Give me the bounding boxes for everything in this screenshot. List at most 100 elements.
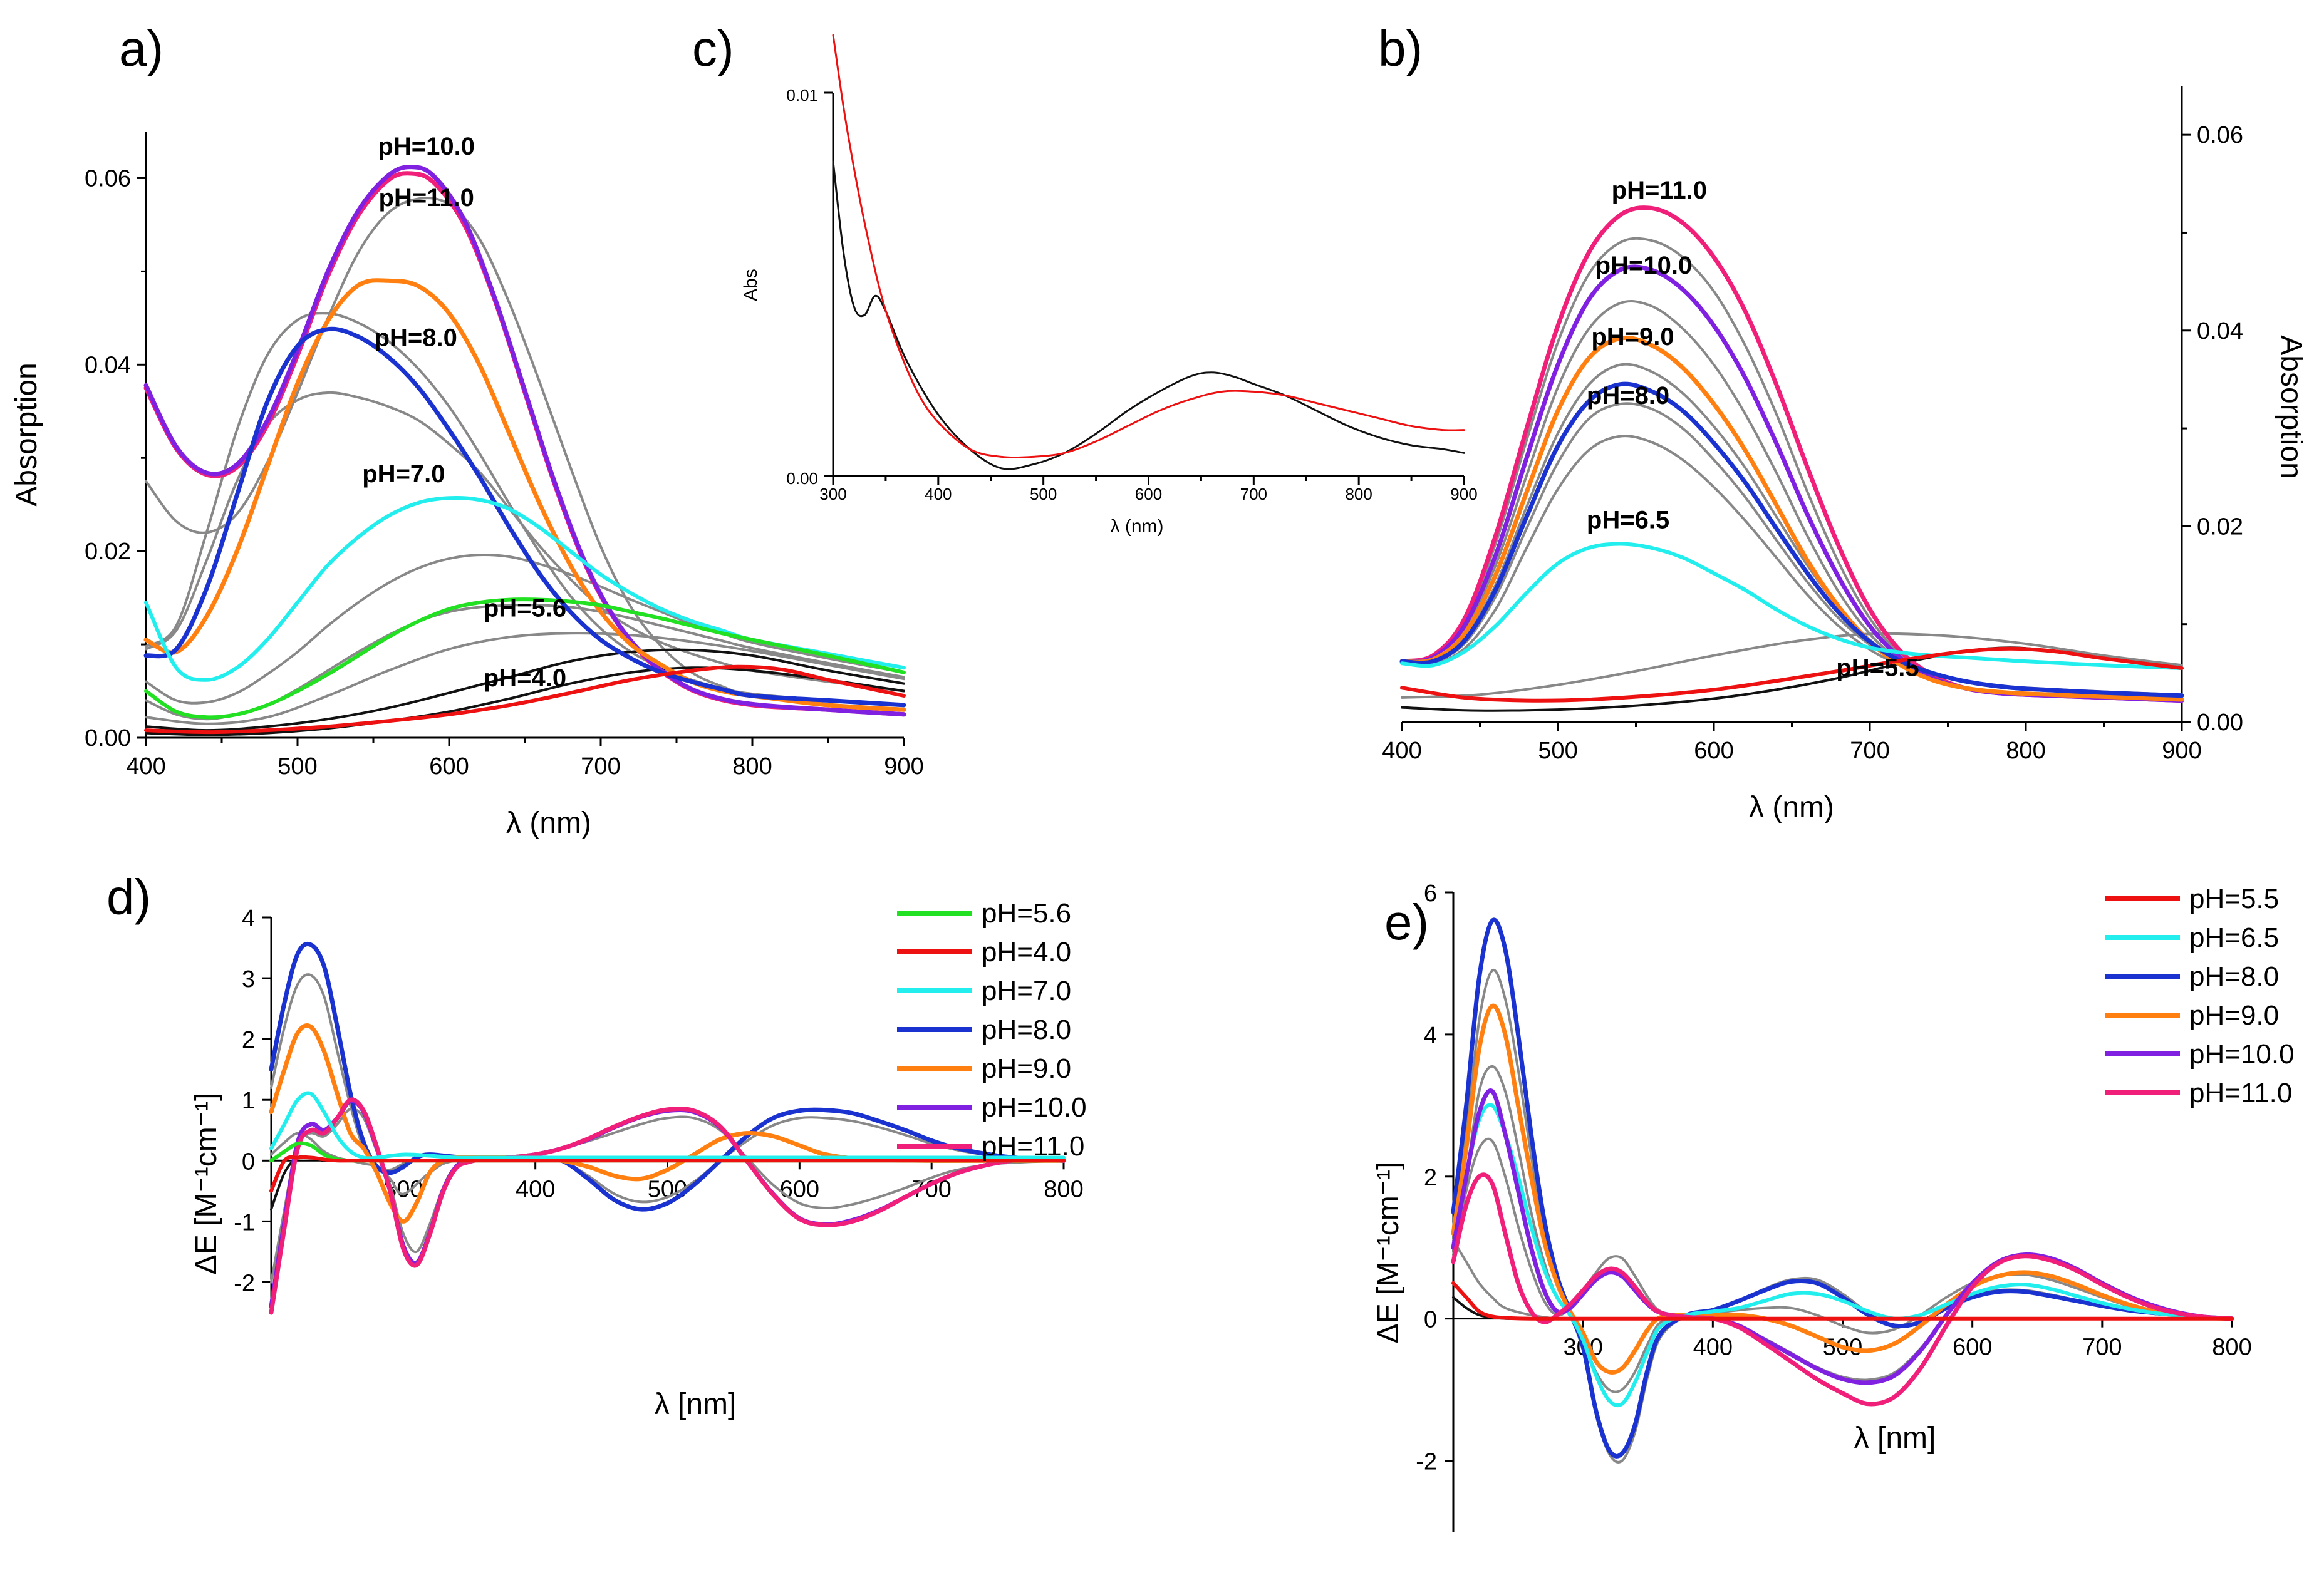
y-axis-title: ΔE [M⁻¹cm⁻¹]	[1372, 1162, 1405, 1344]
annotation-label: pH=10.0	[378, 133, 475, 160]
y-tick-label: -2	[234, 1270, 255, 1296]
x-tick-label: 300	[819, 485, 846, 503]
x-axis-title: λ (nm)	[506, 807, 591, 840]
series-line-ph11-0	[143, 171, 906, 717]
x-tick-label: 800	[1345, 485, 1372, 503]
x-tick-label: 800	[2212, 1335, 2251, 1361]
x-axis-title: λ (nm)	[1111, 516, 1164, 537]
series-line-ph9-0	[1399, 335, 2184, 702]
series-line-red	[832, 34, 1465, 459]
annotation-label: pH=8.0	[375, 324, 457, 352]
x-tick-label: 700	[1850, 738, 1889, 764]
legend-label: pH=7.0	[982, 976, 1071, 1006]
x-tick-label: 400	[1382, 738, 1421, 764]
annotation-label: pH=8.0	[1587, 382, 1669, 410]
y-tick-label: 3	[242, 966, 255, 993]
legend-label: pH=10.0	[2189, 1039, 2295, 1070]
y-tick-label: 0.04	[85, 352, 131, 378]
y-tick-label: 0.00	[85, 725, 131, 751]
x-tick-label: 400	[516, 1176, 555, 1202]
panel-label: d)	[106, 869, 151, 925]
y-axis-title: Absorption	[2275, 335, 2308, 478]
x-tick-label: 500	[1538, 738, 1577, 764]
x-axis-title: λ [nm]	[1854, 1422, 1936, 1455]
x-tick-label: 600	[1953, 1335, 1992, 1361]
annotation-label: pH=6.5	[1587, 507, 1669, 534]
y-axis-title: ΔE [M⁻¹cm⁻¹]	[190, 1093, 223, 1275]
y-tick-label: 4	[242, 906, 255, 932]
x-axis-title: λ (nm)	[1749, 791, 1834, 824]
chart-panel-a: a) 400 500 600 700 800 900 0.00 0.02 0.04 0.06 λ (n…	[10, 21, 924, 840]
series-line-ph4-0	[269, 1155, 1066, 1193]
x-tick-label: 400	[925, 485, 952, 503]
y-tick-label: 0.01	[786, 86, 818, 105]
legend-label: pH=8.0	[2189, 961, 2279, 992]
series-line-gray-1	[1401, 237, 2183, 702]
x-tick-label: 700	[1240, 485, 1267, 503]
panel-label: e)	[1384, 894, 1429, 950]
y-tick-label: 6	[1424, 880, 1437, 907]
legend-label: pH=5.6	[982, 898, 1071, 929]
series-line-ph6-5	[1400, 542, 2184, 670]
x-tick-label: 500	[278, 753, 317, 780]
x-tick-label: 700	[2082, 1335, 2122, 1361]
y-axis-title: Abs	[740, 269, 761, 301]
annotation-label: pH=11.0	[1612, 177, 1707, 204]
series-line-ph8-0	[143, 326, 906, 708]
series-line-gray-6	[1401, 632, 2183, 699]
x-tick-label: 900	[884, 753, 923, 780]
series-line-ph4-0	[144, 664, 906, 735]
legend-label: pH=8.0	[982, 1015, 1071, 1045]
y-tick-label: 0	[1424, 1307, 1437, 1333]
series-line-gray-2	[1401, 300, 2183, 701]
y-axis-title: Absorption	[10, 363, 43, 506]
series-line-ph5-6	[144, 597, 906, 720]
annotation-label: pH=11.0	[379, 184, 474, 212]
series-line-ph11-0	[269, 1097, 1066, 1315]
y-tick-label: 0.02	[2197, 514, 2243, 540]
legend-label: pH=11.0	[2189, 1078, 2292, 1108]
x-tick-label: 700	[581, 753, 620, 780]
x-tick-label: 600	[780, 1176, 819, 1202]
y-tick-label: 0.02	[85, 539, 131, 565]
chart-panel-c: c) 300 400 500 600 700 800 900 0.00 0.01 λ (nm) Abs	[692, 21, 1478, 537]
x-tick-label: 500	[1030, 485, 1057, 503]
annotation-label: pH=10.0	[1595, 252, 1693, 279]
y-tick-label: 0.06	[85, 165, 131, 192]
legend-label: pH=6.5	[2189, 922, 2279, 953]
legend-label: pH=9.0	[2189, 1000, 2279, 1031]
series-line-ph7-0	[144, 496, 906, 682]
x-tick-label: 800	[732, 753, 772, 780]
series-line-ph5-5	[1400, 646, 2184, 703]
panel-label: c)	[692, 21, 734, 76]
series-line-ph7-0	[269, 1091, 1066, 1160]
legend-label: pH=10.0	[982, 1092, 1087, 1123]
y-tick-label: -1	[234, 1209, 255, 1236]
x-axis-title: λ [nm]	[655, 1388, 737, 1421]
x-tick-label: 600	[1694, 738, 1733, 764]
series-line-ph10-0	[143, 165, 906, 717]
legend-label: pH=5.5	[2189, 884, 2279, 914]
series-line-gray-1	[1452, 969, 2233, 1464]
series-line-black	[832, 160, 1465, 470]
series-line-ph9-0	[1451, 1003, 2234, 1375]
y-tick-label: 0	[242, 1149, 255, 1175]
series-line-black-2	[145, 648, 905, 732]
series-line-ph10-0	[1399, 264, 2184, 703]
legend-label: pH=4.0	[982, 937, 1071, 968]
x-tick-label: 400	[126, 753, 165, 780]
panel-label: a)	[119, 21, 163, 76]
x-tick-label: 600	[1135, 485, 1162, 503]
y-tick-label: -2	[1416, 1449, 1437, 1475]
y-tick-label: 4	[1424, 1023, 1437, 1049]
series-line-gray-6	[145, 632, 905, 725]
legend-label: pH=9.0	[982, 1053, 1071, 1084]
x-tick-label: 800	[1044, 1176, 1083, 1202]
annotation-label: pH=7.0	[362, 460, 445, 488]
series-line-gray-3	[145, 391, 905, 693]
series-line-ph5-5	[1451, 1281, 2234, 1321]
annotation-label: pH=9.0	[1591, 323, 1674, 351]
